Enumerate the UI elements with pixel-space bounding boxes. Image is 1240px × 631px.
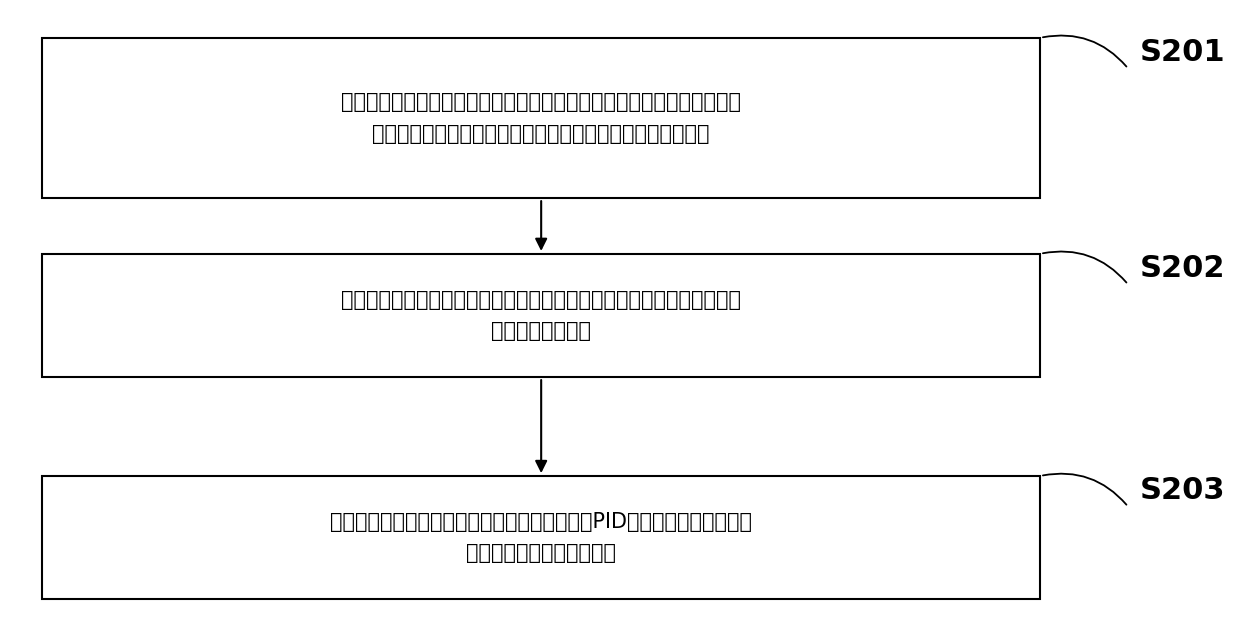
Text: S202: S202: [1140, 254, 1225, 283]
Text: S203: S203: [1140, 476, 1225, 505]
Text: 根据三轴陀螺仪实时采集云台的运行角度，利用PID算法，将云台图像及时
纠正到存储器中存储的位置: 根据三轴陀螺仪实时采集云台的运行角度，利用PID算法，将云台图像及时 纠正到存储…: [330, 512, 753, 563]
Text: 实时对三轴陀螺仪的输出进行采样，当承载云台的承运载体本身存在高频
震动和低频抖动时: 实时对三轴陀螺仪的输出进行采样，当承载云台的承运载体本身存在高频 震动和低频抖动…: [341, 290, 742, 341]
Bar: [42, 254, 1040, 377]
Text: 设置云台存储位置，将云台图像停留在需要的位置，根据三轴陀螺仪采集
当前云台静止时的垂直角度，并将此当前位置存储到存储器中: 设置云台存储位置，将云台图像停留在需要的位置，根据三轴陀螺仪采集 当前云台静止时…: [341, 92, 742, 144]
Text: S201: S201: [1140, 38, 1225, 67]
Bar: [42, 38, 1040, 198]
Bar: [42, 476, 1040, 599]
